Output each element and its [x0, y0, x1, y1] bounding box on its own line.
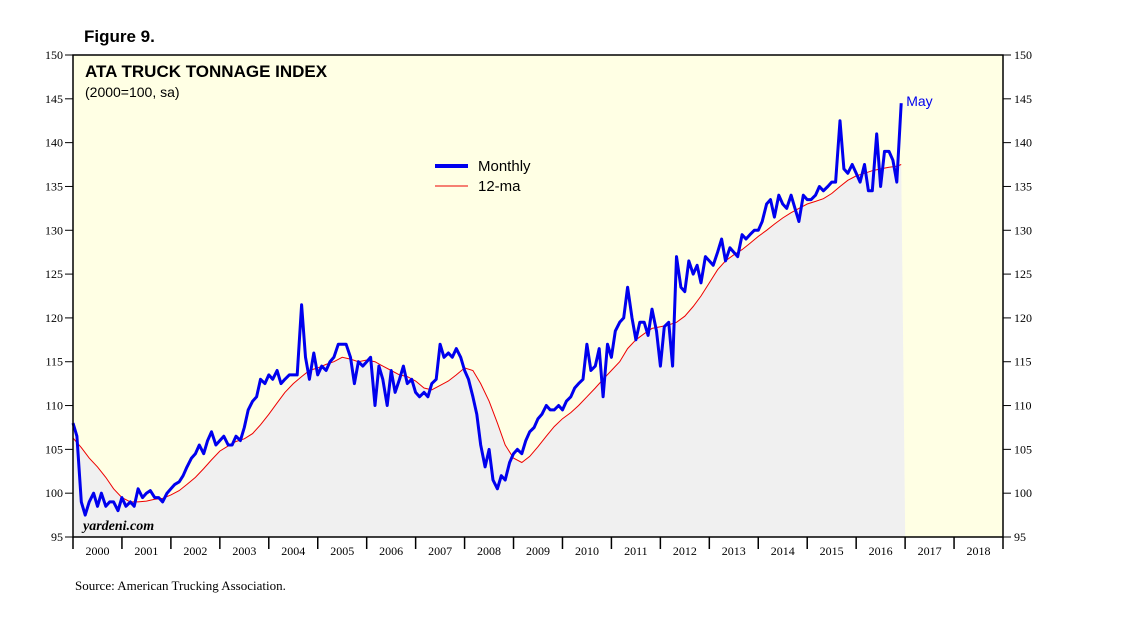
x-tick-label: 2015 — [820, 544, 844, 558]
figure-label: Figure 9. — [84, 27, 155, 46]
x-tick-label: 2013 — [722, 544, 746, 558]
y-tick-label: 110 — [1014, 399, 1032, 413]
series-line-monthly — [71, 103, 903, 517]
watermark: yardeni.com — [81, 519, 154, 534]
ma-area-fill — [73, 164, 906, 537]
x-tick-label: 2004 — [281, 544, 305, 558]
y-tick-label: 140 — [1014, 136, 1032, 150]
right-y-axis: 95 100 105 110 115 120 125 130 135 140 145 150 — [1003, 48, 1032, 544]
y-tick-label: 145 — [1014, 92, 1032, 106]
x-tick-label: 2010 — [575, 544, 599, 558]
y-tick-label: 145 — [45, 92, 63, 106]
chart-subtitle: (2000=100, sa) — [85, 84, 180, 100]
y-tick-label: 130 — [45, 223, 63, 237]
y-tick-label: 130 — [1014, 223, 1032, 237]
x-tick-label: 2008 — [477, 544, 501, 558]
y-tick-label: 150 — [1014, 48, 1032, 62]
y-tick-label: 100 — [1014, 486, 1032, 500]
x-tick-label: 2002 — [183, 544, 207, 558]
left-y-axis: 95 100 105 110 115 120 125 130 135 140 145 150 — [45, 48, 73, 544]
y-tick-label: 95 — [1014, 530, 1026, 544]
x-tick-label: 2000 — [85, 544, 109, 558]
x-tick-label: 2017 — [918, 544, 942, 558]
legend: Monthly 12-ma — [435, 158, 531, 195]
y-tick-label: 125 — [1014, 267, 1032, 281]
x-tick-label: 2014 — [771, 544, 795, 558]
annotation-may: May — [906, 93, 932, 109]
x-axis: 2000 2001 2002 2003 2004 2005 2006 2007 2008 2009… — [72, 537, 1004, 558]
plot-frame — [72, 54, 1004, 538]
x-tick-label: 2003 — [232, 544, 256, 558]
y-tick-label: 110 — [45, 399, 63, 413]
legend-label-12-ma: 12-ma — [478, 178, 521, 195]
y-tick-label: 115 — [1014, 355, 1032, 369]
x-tick-label: 2018 — [967, 544, 991, 558]
y-tick-label: 100 — [45, 486, 63, 500]
legend-label-monthly: Monthly — [478, 158, 531, 175]
x-tick-label: 2007 — [428, 544, 452, 558]
x-tick-label: 2009 — [526, 544, 550, 558]
y-tick-label: 120 — [1014, 311, 1032, 325]
y-tick-label: 105 — [45, 442, 63, 456]
source-note: Source: American Trucking Association. — [75, 578, 286, 593]
y-tick-label: 95 — [51, 530, 63, 544]
y-tick-label: 105 — [1014, 442, 1032, 456]
x-tick-label: 2005 — [330, 544, 354, 558]
x-tick-label: 2011 — [624, 544, 648, 558]
y-tick-label: 140 — [45, 136, 63, 150]
x-tick-label: 2016 — [869, 544, 893, 558]
series-line-12-ma — [72, 164, 902, 503]
chart-title: ATA TRUCK TONNAGE INDEX — [85, 62, 328, 81]
y-tick-label: 135 — [1014, 179, 1032, 193]
y-tick-label: 150 — [45, 48, 63, 62]
x-tick-label: 2006 — [379, 544, 403, 558]
y-tick-label: 115 — [45, 355, 63, 369]
y-tick-label: 120 — [45, 311, 63, 325]
x-tick-label: 2012 — [673, 544, 697, 558]
y-tick-label: 125 — [45, 267, 63, 281]
x-tick-label: 2001 — [134, 544, 158, 558]
y-tick-label: 135 — [45, 179, 63, 193]
